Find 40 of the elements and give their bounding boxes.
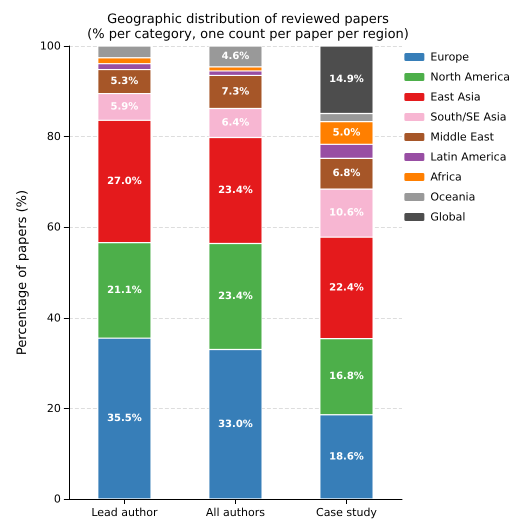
data-label: 18.6% [329, 451, 364, 462]
data-label: 33.0% [218, 418, 253, 430]
data-label: 10.6% [329, 208, 364, 219]
legend-label: Global [430, 210, 466, 224]
legend-label: Europe [430, 50, 470, 64]
y-tick-label: 40 [46, 311, 61, 324]
data-label: 5.0% [332, 127, 360, 138]
y-tick-label: 0 [54, 492, 61, 506]
x-tick-label: All authors [206, 506, 266, 519]
data-label: 14.9% [329, 74, 364, 86]
data-label: 16.8% [329, 371, 364, 382]
data-label: 6.4% [222, 118, 250, 129]
y-tick-label: 60 [46, 220, 61, 234]
data-label: 5.3% [110, 76, 138, 88]
x-tick-label: Case study [316, 506, 378, 519]
data-label: 21.1% [107, 284, 142, 296]
x-tick-label: Lead author [91, 506, 158, 519]
y-tick-label: 80 [46, 130, 61, 144]
legend-label: Middle East [430, 130, 495, 144]
data-label: 23.4% [218, 185, 253, 196]
bar [208, 46, 262, 67]
legend-label: Oceania [430, 190, 476, 204]
y-tick-label: 100 [40, 40, 61, 52]
legend-label: North America [430, 70, 510, 84]
chart-title: Geographic distribution of reviewed papers [107, 12, 390, 27]
legend-label: Latin America [430, 150, 506, 164]
legend-label: Africa [430, 170, 462, 184]
data-label: 5.9% [110, 101, 138, 112]
data-label: 7.3% [222, 86, 250, 98]
data-label: 4.6% [222, 50, 250, 62]
legend-label: South/SE Asia [430, 110, 507, 124]
data-label: 27.0% [107, 176, 142, 187]
data-label: 23.4% [218, 291, 253, 302]
y-tick-label: 20 [46, 402, 61, 415]
data-label: 35.5% [107, 413, 142, 424]
data-label: 6.8% [332, 168, 360, 180]
chart-subtitle: (% per category, one count per paper per region) [87, 27, 409, 42]
legend-label: East Asia [430, 90, 481, 104]
data-label: 22.4% [329, 282, 364, 294]
y-axis-title: Percentage of papers (%) [15, 190, 30, 356]
